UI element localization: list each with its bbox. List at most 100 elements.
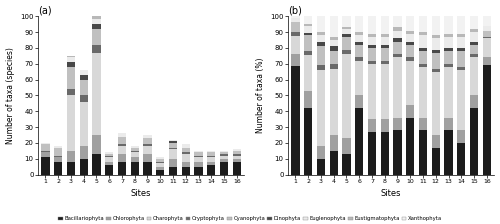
- Bar: [194, 156, 202, 157]
- Bar: [330, 51, 338, 64]
- Bar: [470, 54, 478, 58]
- Bar: [317, 42, 325, 46]
- Bar: [169, 140, 177, 141]
- Bar: [118, 144, 126, 146]
- Bar: [232, 149, 241, 151]
- Bar: [457, 51, 466, 67]
- Bar: [67, 67, 75, 89]
- Bar: [207, 165, 216, 174]
- Bar: [156, 164, 164, 167]
- Bar: [42, 144, 50, 151]
- Bar: [444, 67, 452, 118]
- Bar: [292, 18, 300, 22]
- Bar: [432, 148, 440, 174]
- Bar: [342, 50, 350, 54]
- Text: (b): (b): [288, 6, 302, 15]
- Bar: [419, 64, 427, 67]
- Bar: [470, 29, 478, 32]
- Bar: [105, 157, 114, 162]
- Bar: [42, 151, 50, 152]
- Bar: [54, 146, 62, 148]
- Bar: [118, 137, 126, 144]
- Bar: [130, 148, 139, 151]
- Bar: [419, 32, 427, 35]
- Bar: [394, 16, 402, 27]
- Bar: [105, 165, 114, 174]
- Bar: [144, 144, 152, 146]
- Bar: [355, 45, 364, 58]
- Bar: [42, 143, 50, 144]
- Bar: [457, 130, 466, 143]
- Bar: [80, 70, 88, 75]
- Bar: [54, 162, 62, 174]
- Bar: [92, 19, 100, 24]
- Bar: [105, 162, 114, 165]
- Bar: [482, 58, 491, 65]
- Bar: [42, 152, 50, 157]
- Bar: [67, 89, 75, 95]
- Bar: [470, 108, 478, 174]
- Bar: [406, 34, 414, 42]
- Bar: [220, 152, 228, 154]
- Bar: [292, 54, 300, 66]
- Bar: [105, 152, 114, 154]
- Bar: [304, 108, 312, 174]
- Bar: [419, 35, 427, 48]
- Y-axis label: Number of taxa (%): Number of taxa (%): [256, 58, 264, 133]
- Bar: [232, 154, 241, 156]
- Bar: [144, 146, 152, 154]
- Bar: [380, 16, 389, 34]
- Bar: [232, 156, 241, 159]
- Bar: [220, 156, 228, 159]
- Bar: [432, 39, 440, 50]
- Bar: [194, 157, 202, 162]
- Bar: [292, 36, 300, 54]
- Bar: [419, 51, 427, 64]
- Bar: [394, 30, 402, 39]
- Bar: [470, 95, 478, 108]
- Bar: [394, 39, 402, 42]
- Bar: [394, 42, 402, 54]
- Bar: [432, 135, 440, 148]
- Bar: [194, 152, 202, 156]
- Bar: [304, 55, 312, 91]
- Bar: [182, 154, 190, 162]
- Bar: [355, 58, 364, 61]
- Bar: [380, 61, 389, 64]
- Bar: [482, 37, 491, 39]
- Bar: [342, 138, 350, 154]
- Bar: [355, 108, 364, 174]
- Bar: [406, 118, 414, 174]
- Bar: [444, 64, 452, 67]
- Bar: [67, 62, 75, 67]
- Bar: [368, 61, 376, 64]
- Bar: [304, 26, 312, 32]
- Bar: [380, 45, 389, 48]
- Bar: [330, 46, 338, 51]
- Bar: [419, 67, 427, 118]
- Bar: [304, 24, 312, 26]
- Bar: [156, 162, 164, 164]
- Bar: [368, 37, 376, 45]
- Bar: [406, 61, 414, 105]
- Bar: [169, 148, 177, 149]
- Bar: [304, 34, 312, 51]
- Bar: [292, 66, 300, 174]
- Bar: [317, 16, 325, 32]
- Bar: [156, 170, 164, 174]
- Legend: Bacillariophyta, Chlorophyta, Charophyta, Cryptophyta, Cyanophyta, Dinophyta, Eu: Bacillariophyta, Chlorophyta, Charophyta…: [58, 216, 442, 221]
- Bar: [317, 46, 325, 65]
- Bar: [220, 162, 228, 174]
- Bar: [355, 95, 364, 108]
- Bar: [207, 156, 216, 157]
- Bar: [406, 30, 414, 34]
- Bar: [194, 162, 202, 167]
- Bar: [130, 152, 139, 157]
- Bar: [292, 16, 300, 18]
- Bar: [457, 48, 466, 51]
- Bar: [118, 162, 126, 174]
- Bar: [457, 16, 466, 34]
- Bar: [304, 32, 312, 34]
- Bar: [432, 50, 440, 53]
- Bar: [144, 162, 152, 174]
